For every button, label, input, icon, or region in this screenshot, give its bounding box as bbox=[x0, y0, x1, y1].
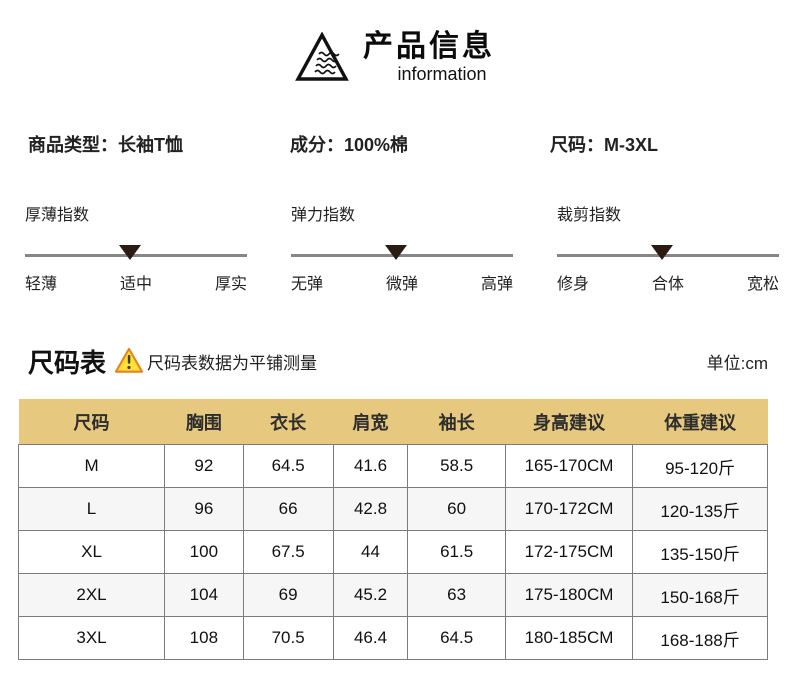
table-cell: 66 bbox=[242, 487, 334, 531]
header-text: 产品信息 information bbox=[363, 30, 495, 85]
header-cell: 身高建议 bbox=[505, 399, 633, 445]
table-cell: L bbox=[17, 487, 166, 531]
table-cell: 64.5 bbox=[407, 616, 506, 660]
table-cell: 60 bbox=[407, 487, 506, 531]
scale-option-selected: 合体 bbox=[651, 276, 684, 293]
scale-option: 无弹 bbox=[291, 276, 324, 293]
table-cell: 41.6 bbox=[332, 444, 409, 488]
table-row: 3XL 108 70.5 46.4 64.5 180-185CM 168-188斤 bbox=[17, 616, 768, 660]
scale-option: 轻薄 bbox=[25, 276, 58, 293]
table-cell: 172-175CM bbox=[504, 530, 634, 574]
table-cell: 168-188斤 bbox=[632, 616, 768, 660]
scale-option-selected: 适中 bbox=[119, 276, 152, 293]
table-cell: 175-180CM bbox=[504, 573, 634, 617]
table-cell: 92 bbox=[164, 444, 244, 488]
table-row: L 96 66 42.8 60 170-172CM 120-135斤 bbox=[17, 487, 768, 531]
table-cell: 44 bbox=[332, 530, 409, 574]
table-cell: 63 bbox=[407, 573, 506, 617]
table-cell: XL bbox=[17, 530, 166, 574]
scale-option-selected: 微弹 bbox=[385, 276, 418, 293]
table-cell: 170-172CM bbox=[504, 487, 634, 531]
table-cell: 2XL bbox=[17, 573, 166, 617]
page-header: 产品信息 information bbox=[0, 0, 790, 87]
table-header-row: 尺码 胸围 衣长 肩宽 袖长 身高建议 体重建议 bbox=[18, 399, 768, 445]
header-cell: 体重建议 bbox=[632, 399, 768, 445]
header-cell: 肩宽 bbox=[333, 399, 408, 445]
index-scale: 厚薄指数轻薄 适中 厚实 bbox=[25, 201, 247, 294]
table-row: 2XL 104 69 45.2 63 175-180CM 150-168斤 bbox=[17, 573, 768, 617]
scale-track bbox=[291, 245, 513, 260]
size-chart-title: 尺码表 bbox=[28, 348, 107, 378]
table-cell: 150-168斤 bbox=[632, 573, 768, 617]
table-cell: 135-150斤 bbox=[632, 530, 768, 574]
table-cell: 3XL bbox=[17, 616, 166, 660]
table-cell: 120-135斤 bbox=[632, 487, 768, 531]
table-cell: 42.8 bbox=[332, 487, 409, 531]
header-cell: 胸围 bbox=[164, 399, 244, 445]
warning-triangle-icon bbox=[114, 347, 144, 379]
page-title: 产品信息 bbox=[363, 30, 495, 63]
table-cell: 45.2 bbox=[332, 573, 409, 617]
mountain-waves-icon bbox=[295, 31, 349, 87]
index-scale: 裁剪指数修身 合体 宽松 bbox=[557, 201, 779, 294]
product-info-row: 商品类型：长袖T恤 成分：100%棉 尺码：M-3XL bbox=[0, 131, 790, 157]
table-row: M 92 64.5 41.6 58.5 165-170CM 95-120斤 bbox=[17, 444, 768, 488]
page-subtitle: information bbox=[397, 64, 487, 84]
table-cell: 67.5 bbox=[242, 530, 334, 574]
header-cell: 袖长 bbox=[407, 399, 506, 445]
table-cell: 104 bbox=[164, 573, 244, 617]
scale-track bbox=[25, 245, 247, 260]
scale-track bbox=[557, 245, 779, 260]
table-cell: 165-170CM bbox=[504, 444, 634, 488]
triangle-down-marker-icon bbox=[385, 245, 408, 260]
triangle-down-marker-icon bbox=[651, 245, 674, 260]
table-cell: 64.5 bbox=[242, 444, 334, 488]
table-row: XL 100 67.5 44 61.5 172-175CM 135-150斤 bbox=[17, 530, 768, 574]
scale-labels: 无弹 微弹 高弹 bbox=[291, 270, 513, 294]
table-cell: 61.5 bbox=[407, 530, 506, 574]
product-info-item: 成分：100%棉 bbox=[290, 135, 409, 155]
table-cell: 96 bbox=[164, 487, 244, 531]
header-cell: 衣长 bbox=[243, 399, 334, 445]
size-chart-unit: 单位:cm bbox=[706, 354, 768, 373]
scale-option: 厚实 bbox=[214, 276, 247, 293]
scale-title: 裁剪指数 bbox=[557, 207, 622, 224]
table-cell: 100 bbox=[164, 530, 244, 574]
scale-option: 宽松 bbox=[746, 276, 779, 293]
table-cell: M bbox=[17, 444, 166, 488]
product-info-item: 商品类型：长袖T恤 bbox=[28, 135, 183, 155]
scale-option: 高弹 bbox=[480, 276, 513, 293]
scale-title: 弹力指数 bbox=[291, 207, 356, 224]
table-cell: 69 bbox=[242, 573, 334, 617]
table-cell: 70.5 bbox=[242, 616, 334, 660]
table-cell: 108 bbox=[164, 616, 244, 660]
size-chart-header: 尺码表 尺码表数据为平铺测量 单位:cm bbox=[0, 343, 790, 380]
scale-title: 厚薄指数 bbox=[25, 207, 90, 224]
size-chart-note: 尺码表数据为平铺测量 bbox=[147, 354, 318, 373]
scale-option: 修身 bbox=[557, 276, 590, 293]
header-cell: 尺码 bbox=[18, 399, 165, 445]
table-cell: 180-185CM bbox=[504, 616, 634, 660]
product-info-item: 尺码：M-3XL bbox=[550, 135, 658, 155]
scale-labels: 轻薄 适中 厚实 bbox=[25, 270, 247, 294]
scale-labels: 修身 合体 宽松 bbox=[557, 270, 779, 294]
index-scales: 厚薄指数轻薄 适中 厚实 弹力指数无弹 微弹 高弹 裁剪指数修身 合体 宽松 bbox=[0, 201, 790, 294]
table-cell: 95-120斤 bbox=[632, 444, 768, 488]
table-cell: 46.4 bbox=[332, 616, 409, 660]
triangle-down-marker-icon bbox=[119, 245, 142, 260]
table-cell: 58.5 bbox=[407, 444, 506, 488]
size-table: 尺码 胸围 衣长 肩宽 袖长 身高建议 体重建议 M 92 64.5 41.6 58.5 165-170… bbox=[17, 399, 768, 660]
index-scale: 弹力指数无弹 微弹 高弹 bbox=[291, 201, 513, 294]
